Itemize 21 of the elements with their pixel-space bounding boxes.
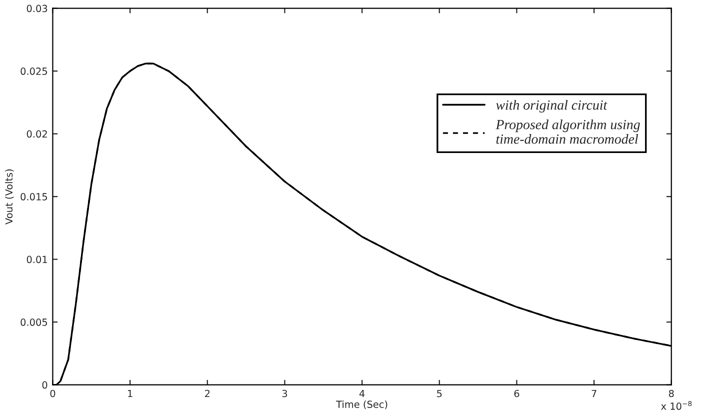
y-tick-label: 0.005: [20, 318, 48, 326]
x-tick-label: 6: [514, 390, 520, 398]
y-tick-label: 0.03: [26, 4, 48, 12]
x-tick-label: 5: [437, 390, 442, 398]
y-tick-label: 0.02: [26, 130, 47, 138]
x-tick-label: 1: [128, 390, 132, 398]
y-axis-title: Vout (Volts): [5, 169, 14, 224]
x-tick-label: 7: [592, 390, 596, 398]
y-tick-label: 0.025: [20, 68, 48, 75]
x-axis-title: Time (Sec): [336, 400, 388, 410]
x-tick-label: 8: [668, 390, 674, 398]
legend-label: with original circuit: [496, 100, 608, 113]
legend-label: Proposed algorithm using time-domain macromodel: [496, 120, 640, 144]
x-tick-label: 3: [282, 390, 288, 398]
y-tick-label: 0.01: [26, 256, 47, 264]
y-tick-label: 0: [42, 381, 48, 389]
text: x 10$^{−8}$: [661, 400, 692, 410]
x-tick-label: 4: [359, 390, 365, 398]
x-tick-label: 0: [50, 390, 56, 398]
y-tick-label: 0.015: [20, 193, 48, 200]
x-tick-label: 2: [205, 390, 210, 398]
